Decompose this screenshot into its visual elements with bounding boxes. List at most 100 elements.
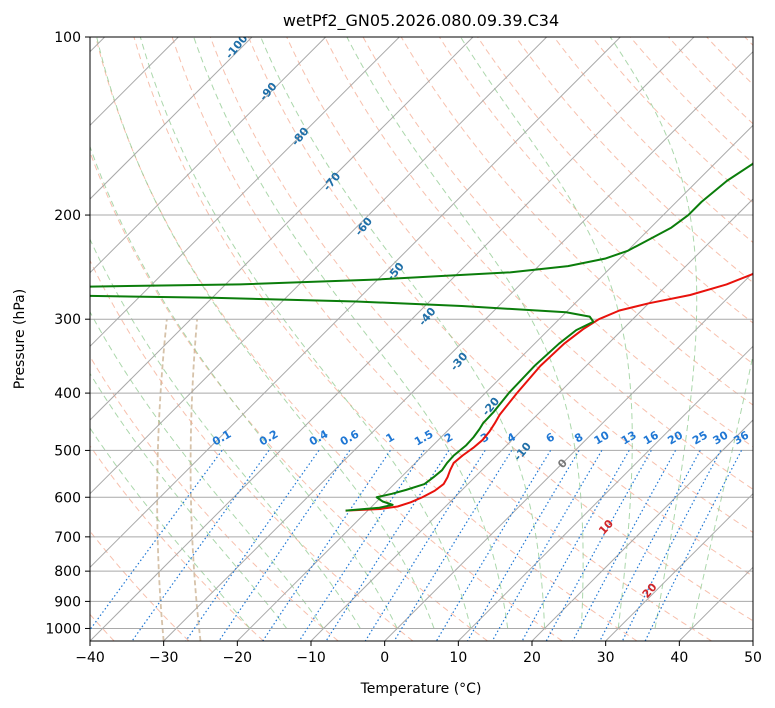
x-tick-label-2: −20 <box>223 650 253 666</box>
mixing-ratio-label-17: 36 <box>731 428 751 447</box>
dry-adiabat-11 <box>171 37 712 641</box>
mixing-ratio-line-3 <box>218 450 351 641</box>
mixing-ratio-line-9 <box>435 450 552 641</box>
x-tick-label-3: −10 <box>296 650 326 666</box>
mixing-ratio-line-4 <box>262 450 391 641</box>
theta-label-1: 10 <box>596 517 616 537</box>
y-tick-label-0: 100 <box>54 30 81 46</box>
x-tick-label-1: −30 <box>149 650 179 666</box>
dry-adiabat-26 <box>744 37 753 47</box>
moist-adiabat-0 <box>90 427 251 629</box>
mixing-ratio-label-6: 2 <box>442 430 455 445</box>
isotherm-14 <box>90 37 548 495</box>
dry-adiabat-6 <box>90 355 339 641</box>
isotherm-10 <box>90 37 253 200</box>
isotherm-12 <box>90 37 400 348</box>
isotherm-23 <box>605 492 753 641</box>
mixing-ratio-label-13: 16 <box>641 428 661 447</box>
mixing-ratio-line-2 <box>185 450 320 641</box>
mixing-ratio-line-12 <box>521 450 630 641</box>
y-tick-label-8: 900 <box>54 594 81 610</box>
isotherm-17 <box>163 50 753 641</box>
moist-adiabat-7 <box>193 37 509 629</box>
y-tick-label-4: 500 <box>54 443 81 459</box>
isotherm-21 <box>457 345 753 641</box>
mixing-ratio-label-2: 0.4 <box>307 427 331 448</box>
mixing-ratio-line-8 <box>393 450 513 641</box>
moist-adiabat-6 <box>139 37 472 629</box>
temperature-profile-line <box>345 272 753 512</box>
x-tick-label-5: 10 <box>449 650 467 666</box>
dry-adiabat-8 <box>90 150 488 641</box>
y-tick-label-6: 700 <box>54 530 81 546</box>
y-tick-label-7: 800 <box>54 564 81 580</box>
ice-isotherm-label-6: -40 <box>416 305 439 329</box>
data-series <box>90 162 753 512</box>
mixing-ratio-label-12: 13 <box>619 429 639 448</box>
chart-title: wetPf2_GN05.2026.080.09.39.C34 <box>283 11 559 31</box>
moist-adiabat-9 <box>346 37 584 629</box>
background-lines <box>90 37 753 641</box>
mixing-ratio-line-13 <box>545 450 652 641</box>
dry-adiabat-7 <box>90 259 414 641</box>
dry-adiabat-22 <box>591 37 753 204</box>
mixing-ratio-line-17 <box>644 450 743 641</box>
isotherm-13 <box>90 37 474 421</box>
theta-e-curve-1 <box>189 319 202 641</box>
theta-label-2: 20 <box>640 580 660 600</box>
x-axis: −40 −30 −20 −10 0 10 20 30 40 50 <box>75 641 762 666</box>
mixing-ratio-label-1: 0.2 <box>257 427 280 448</box>
x-tick-label-4: 0 <box>380 650 389 666</box>
ice-isotherm-label-1: -90 <box>257 80 280 104</box>
y-axis: 100 200 300 400 500 600 700 800 900 1000 <box>45 30 90 637</box>
mixing-ratio-label-0: 0.1 <box>210 427 233 448</box>
dry-adiabat-9 <box>95 37 563 641</box>
ice-isotherm-label-0: -100 <box>223 32 251 62</box>
mixing-ratio-line-14 <box>572 450 677 641</box>
dry-adiabat-21 <box>553 37 753 244</box>
ice-isotherm-label-4: -60 <box>352 215 375 239</box>
ice-isotherm-label-3: -70 <box>321 170 344 194</box>
y-tick-label-5: 600 <box>54 490 81 506</box>
mixing-ratio-line-7 <box>364 450 486 641</box>
dry-adiabat-20 <box>515 37 753 284</box>
isotherm-25 <box>752 640 753 641</box>
dry-adiabat-12 <box>209 37 753 622</box>
isotherm-18 <box>236 124 753 641</box>
moist-adiabat-5 <box>96 37 435 629</box>
dry-adiabat-14 <box>286 37 753 533</box>
y-tick-label-3: 400 <box>54 386 81 402</box>
grid-lines <box>90 37 753 641</box>
dry-adiabat-4 <box>90 530 190 641</box>
mixing-ratio-line-11 <box>491 450 603 641</box>
isotherm-11 <box>90 37 327 274</box>
moist-adiabat-8 <box>260 37 546 629</box>
mixing-ratio-line-1 <box>131 450 270 641</box>
isotherm-20 <box>384 271 753 641</box>
isotherm-22 <box>531 419 753 641</box>
mixing-ratio-label-5: 1.5 <box>412 427 435 448</box>
mixing-ratio-line-16 <box>621 450 722 641</box>
isotherm-15 <box>90 37 621 569</box>
dry-adiabat-5 <box>90 444 264 641</box>
x-tick-label-8: 40 <box>670 650 688 666</box>
y-tick-label-2: 300 <box>54 312 81 328</box>
moist-adiabat-11 <box>609 37 698 629</box>
dewpoint-profile-line <box>90 162 753 512</box>
moist-adiabat-3 <box>90 238 361 629</box>
y-tick-label-1: 200 <box>54 208 81 224</box>
moist-adiabat-12 <box>691 352 753 629</box>
x-tick-label-6: 20 <box>523 650 541 666</box>
dry-adiabat-25 <box>706 37 753 86</box>
moist-adiabat-4 <box>90 145 398 629</box>
x-tick-label-9: 50 <box>744 650 762 666</box>
mixing-ratio-label-16: 30 <box>711 428 731 447</box>
x-tick-label-0: −40 <box>75 650 105 666</box>
x-axis-title: Temperature (°C) <box>360 681 482 697</box>
dry-adiabat-24 <box>668 37 753 125</box>
dry-adiabat-19 <box>477 37 753 324</box>
dry-adiabat-15 <box>324 37 753 490</box>
dry-adiabat-13 <box>248 37 753 577</box>
mixing-ratio-label-15: 25 <box>690 429 710 448</box>
